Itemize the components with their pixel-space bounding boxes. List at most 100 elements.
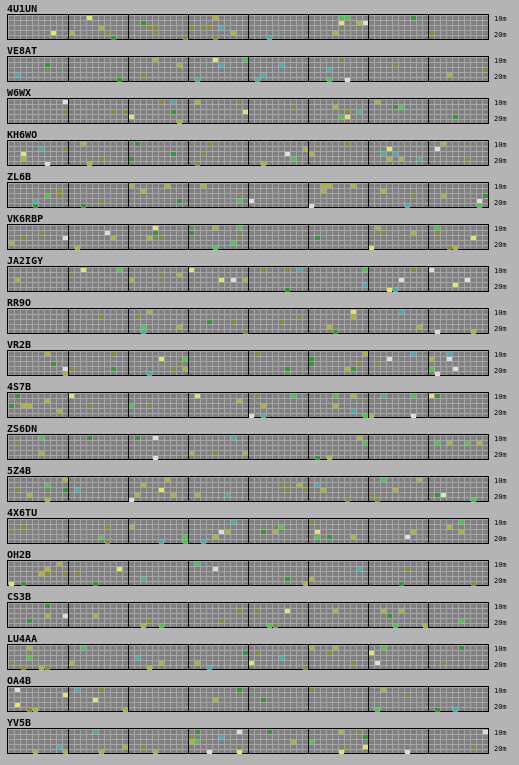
- beacon-callsign: VR2B: [7, 340, 32, 351]
- signal-cell: [147, 26, 152, 30]
- signal-cell: [297, 315, 302, 319]
- band-label-top: 10m: [494, 477, 507, 485]
- signal-cell: [399, 105, 404, 109]
- signal-cell: [45, 567, 50, 571]
- signal-cell: [135, 315, 140, 319]
- band-label-bottom: 20m: [494, 451, 507, 459]
- hour-divider: [248, 99, 249, 123]
- hour-divider: [68, 267, 69, 291]
- hour-divider: [188, 687, 189, 711]
- signal-cell: [75, 688, 80, 692]
- propagation-grid: [7, 602, 489, 628]
- signal-cell: [345, 498, 350, 502]
- signal-cell: [183, 540, 188, 544]
- signal-cell: [99, 750, 104, 754]
- signal-cell: [297, 483, 302, 487]
- signal-cell: [381, 394, 386, 398]
- signal-cell: [471, 498, 476, 502]
- signal-cell: [225, 493, 230, 497]
- signal-cell: [309, 152, 314, 156]
- signal-cell: [189, 451, 194, 455]
- signal-cell: [387, 147, 392, 151]
- beacon-row: OA4B 10m 20m: [0, 676, 519, 718]
- signal-cell: [135, 656, 140, 660]
- signal-cell: [63, 367, 68, 371]
- signal-cell: [315, 535, 320, 539]
- signal-cell: [375, 100, 380, 104]
- signal-cell: [381, 609, 386, 613]
- hour-divider: [68, 519, 69, 543]
- signal-cell: [471, 582, 476, 586]
- hour-divider: [428, 309, 429, 333]
- signal-cell: [9, 530, 14, 534]
- propagation-grid: [7, 560, 489, 586]
- signal-cell: [201, 26, 206, 30]
- signal-cell: [411, 194, 416, 198]
- signal-cell: [213, 535, 218, 539]
- signal-cell: [135, 142, 140, 146]
- signal-cell: [105, 540, 110, 544]
- hour-divider: [248, 351, 249, 375]
- signal-cell: [147, 404, 152, 408]
- signal-cell: [309, 204, 314, 208]
- signal-cell: [237, 688, 242, 692]
- signal-cell: [57, 562, 62, 566]
- signal-cell: [303, 488, 308, 492]
- hour-divider: [308, 519, 309, 543]
- signal-cell: [177, 273, 182, 277]
- beacon-row: ZL6B 10m 20m: [0, 172, 519, 214]
- signal-cell: [303, 147, 308, 151]
- signal-cell: [201, 184, 206, 188]
- hour-divider: [188, 15, 189, 39]
- band-label-top: 10m: [494, 183, 507, 191]
- hour-divider: [368, 141, 369, 165]
- beacon-callsign: YV5B: [7, 718, 32, 729]
- signal-cell: [201, 540, 206, 544]
- signal-cell: [45, 604, 50, 608]
- hour-divider: [188, 603, 189, 627]
- signal-cell: [141, 325, 146, 329]
- signal-cell: [327, 456, 332, 460]
- signal-cell: [99, 688, 104, 692]
- signal-cell: [69, 661, 74, 665]
- beacon-callsign: VK6RBP: [7, 214, 44, 225]
- hour-divider: [188, 645, 189, 669]
- hour-divider: [368, 519, 369, 543]
- signal-cell: [189, 735, 194, 739]
- signal-cell: [171, 110, 176, 114]
- signal-cell: [87, 436, 92, 440]
- signal-cell: [237, 609, 242, 613]
- signal-cell: [381, 152, 386, 156]
- propagation-grid: [7, 266, 489, 292]
- signal-cell: [369, 493, 374, 497]
- hour-divider: [368, 183, 369, 207]
- hour-divider: [308, 603, 309, 627]
- hour-divider: [248, 477, 249, 501]
- signal-cell: [195, 394, 200, 398]
- signal-cell: [33, 199, 38, 203]
- propagation-grid: [7, 182, 489, 208]
- signal-cell: [429, 31, 434, 35]
- signal-cell: [153, 31, 158, 35]
- signal-cell: [213, 36, 218, 40]
- signal-cell: [63, 147, 68, 151]
- hour-divider: [128, 183, 129, 207]
- signal-cell: [333, 646, 338, 650]
- signal-cell: [345, 142, 350, 146]
- signal-cell: [165, 184, 170, 188]
- band-label-bottom: 20m: [494, 535, 507, 543]
- signal-cell: [159, 488, 164, 492]
- hour-divider: [308, 309, 309, 333]
- signal-cell: [117, 78, 122, 82]
- hour-divider: [188, 267, 189, 291]
- signal-cell: [57, 189, 62, 193]
- signal-cell: [399, 278, 404, 282]
- signal-cell: [69, 394, 74, 398]
- hour-divider: [428, 351, 429, 375]
- signal-cell: [471, 330, 476, 334]
- hour-divider: [188, 351, 189, 375]
- hour-divider: [128, 99, 129, 123]
- hour-divider: [188, 729, 189, 753]
- signal-cell: [411, 231, 416, 235]
- signal-cell: [429, 268, 434, 272]
